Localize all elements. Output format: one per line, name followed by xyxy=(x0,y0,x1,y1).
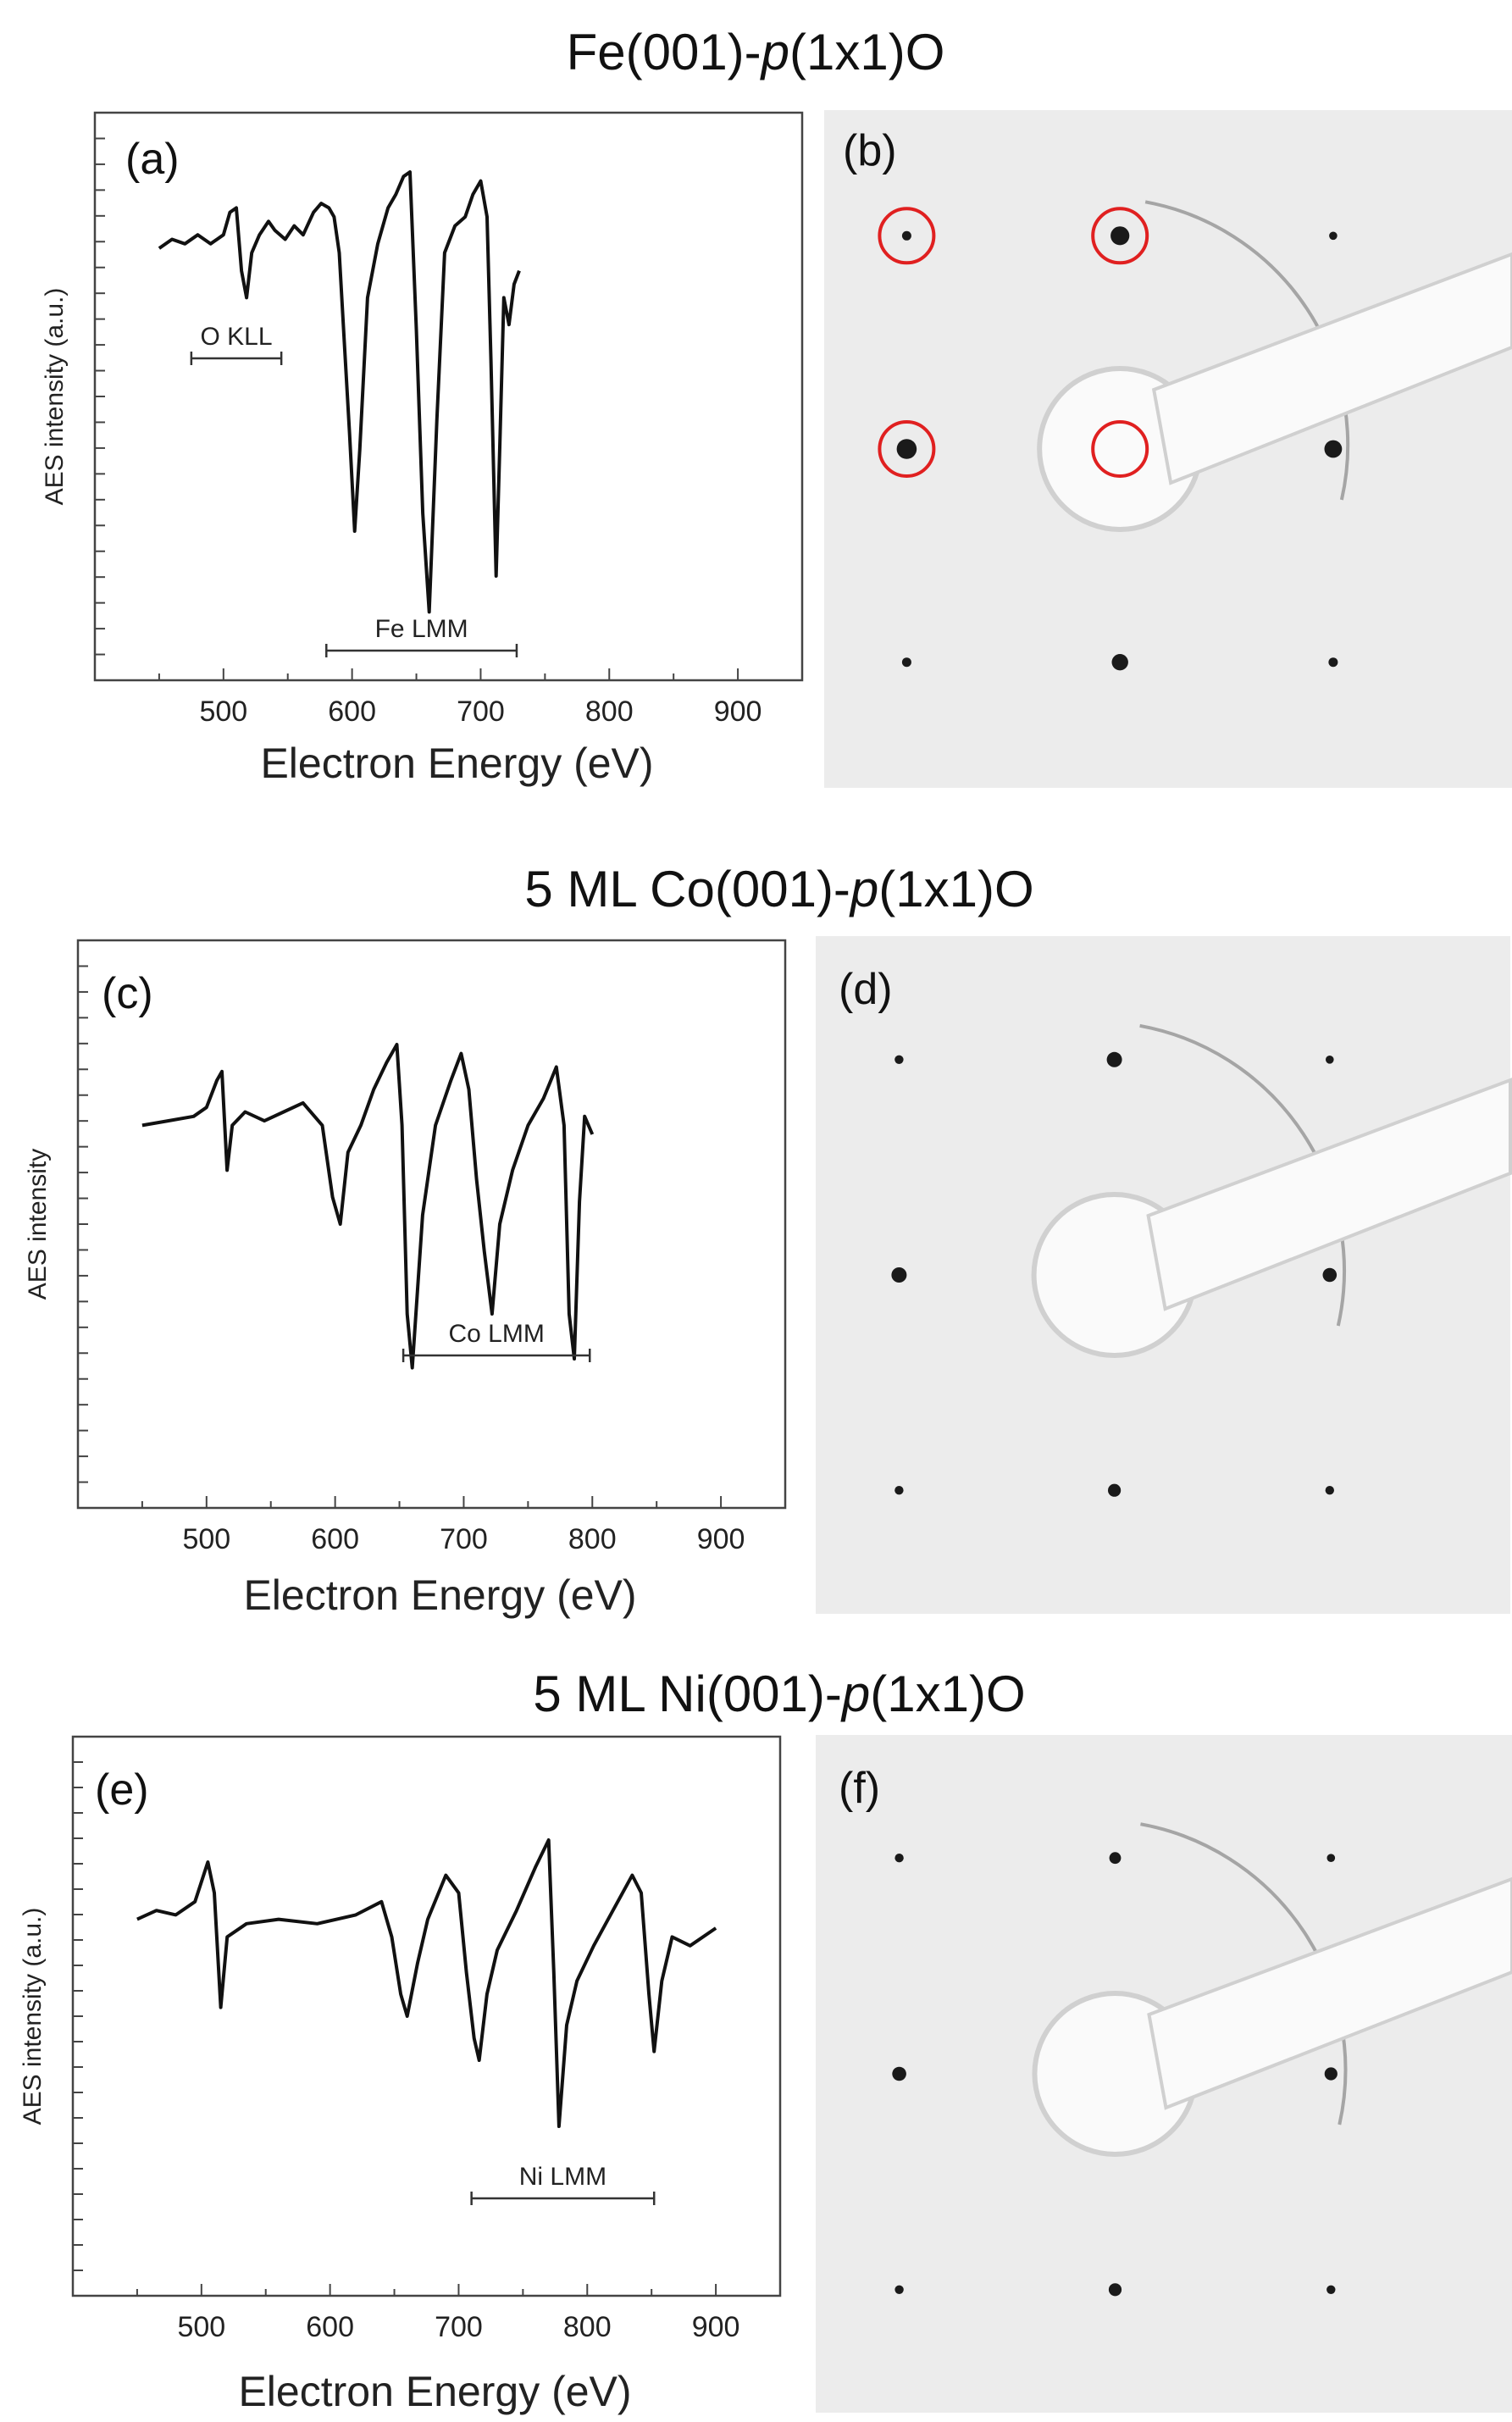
x-tick-label: 700 xyxy=(440,1523,488,1555)
diffraction-spot xyxy=(901,657,911,668)
diffraction-spot xyxy=(1329,231,1338,241)
row-ni: 5 ML Ni(001)-p(1x1)O 500 600 700 800 900 Elec… xyxy=(19,1665,1512,2415)
x-axis-label: Electron Energy (eV) xyxy=(238,2368,631,2415)
diffraction-spot xyxy=(1326,1854,1336,1862)
x-tick-label: 900 xyxy=(714,696,762,728)
diffraction-arc xyxy=(1140,1822,1348,2125)
x-tick-label: 900 xyxy=(692,2311,740,2343)
x-tick-label: 700 xyxy=(435,2311,483,2343)
leed-pattern: (b) xyxy=(824,110,1512,788)
diffraction-spot xyxy=(894,1055,904,1065)
x-tick-label: 600 xyxy=(328,696,376,728)
gun-arm xyxy=(1147,1876,1512,2110)
diffraction-spot xyxy=(901,230,911,241)
x-tick-label: 700 xyxy=(457,696,505,728)
diffraction-spot xyxy=(1106,1051,1122,1067)
x-tick-label: 500 xyxy=(182,1523,230,1555)
gun-arm xyxy=(1151,252,1512,485)
diffraction-spot xyxy=(1326,1056,1334,1064)
diffraction-spot xyxy=(1324,440,1343,458)
x-tick-label: 500 xyxy=(199,696,247,728)
diffraction-spot xyxy=(1109,1852,1122,1865)
panel-label: (a) xyxy=(125,135,180,184)
x-tick-label: 800 xyxy=(568,1523,617,1555)
x-axis-label: Electron Energy (eV) xyxy=(243,1571,636,1619)
diffraction-spot xyxy=(896,439,917,459)
leed-pattern: (f) xyxy=(816,1735,1512,2413)
row-title: 5 ML Ni(001)-p(1x1)O xyxy=(533,1665,1025,1722)
highlight-circle xyxy=(1091,207,1149,265)
spectrum-line xyxy=(141,1043,595,1370)
plot-frame xyxy=(76,939,787,1510)
plot-frame xyxy=(71,1735,782,2297)
highlight-circle xyxy=(1091,420,1149,478)
diffraction-spot xyxy=(894,1854,904,1863)
diffraction-spot xyxy=(1108,1483,1122,1497)
plot-frame xyxy=(93,111,804,682)
row-fe: Fe(001)-p(1x1)O 500 600 700 800 900 Electron … xyxy=(41,24,1512,788)
diffraction-spot xyxy=(894,2285,904,2294)
annotation-label: Fe LMM xyxy=(375,615,468,643)
annotation-label: O KLL xyxy=(200,323,272,351)
diffraction-spot xyxy=(1324,2067,1338,2081)
row-title: Fe(001)-p(1x1)O xyxy=(567,24,945,80)
x-tick-label: 600 xyxy=(311,1523,359,1555)
panel-label: (e) xyxy=(95,1765,149,1815)
panel-label: (b) xyxy=(843,126,897,175)
spectrum-line xyxy=(136,1838,717,2128)
spectrum-line xyxy=(158,170,521,614)
x-tick-label: 500 xyxy=(177,2311,225,2343)
x-axis-label: Electron Energy (eV) xyxy=(260,740,653,787)
row-co: 5 ML Co(001)-p(1x1)O 500 600 700 800 900 Elec… xyxy=(24,861,1512,1619)
y-axis-label: AES intensity (a.u.) xyxy=(19,1908,47,2125)
panel-label: (d) xyxy=(839,965,893,1014)
y-axis-label: AES intensity (a.u.) xyxy=(41,288,69,506)
gun-arm xyxy=(1146,1078,1512,1311)
x-tick-label: 600 xyxy=(306,2311,354,2343)
highlight-circle xyxy=(878,207,936,265)
y-axis-label: AES intensity xyxy=(24,1149,52,1300)
annotation-label: Co LMM xyxy=(448,1320,544,1348)
diffraction-spot xyxy=(1322,1267,1338,1283)
diffraction-spot xyxy=(891,1267,907,1283)
leed-pattern: (d) xyxy=(816,936,1512,1614)
diffraction-arc xyxy=(1139,1023,1346,1327)
diffraction-spot xyxy=(1325,1486,1335,1495)
diffraction-spot xyxy=(1108,2283,1122,2297)
diffraction-spot xyxy=(892,2066,906,2081)
x-tick-label: 800 xyxy=(585,696,634,728)
x-tick-label: 800 xyxy=(563,2311,612,2343)
diffraction-spot xyxy=(894,1486,904,1495)
row-title: 5 ML Co(001)-p(1x1)O xyxy=(524,861,1033,917)
diffraction-spot xyxy=(1110,226,1130,246)
panel-label: (c) xyxy=(102,969,153,1018)
highlight-circle xyxy=(878,420,936,478)
diffraction-spot xyxy=(1111,654,1128,671)
aes-spectrum: 500 600 700 800 900 Electron Energy (eV) AES i… xyxy=(24,939,787,1619)
x-tick-label: 900 xyxy=(697,1523,745,1555)
diffraction-arc xyxy=(1144,200,1350,501)
aes-spectrum: 500 600 700 800 900 Electron Energy (eV) AES i… xyxy=(41,111,804,787)
aes-spectrum: 500 600 700 800 900 Electron Energy (eV) AES i… xyxy=(19,1735,782,2415)
diffraction-spot xyxy=(1328,657,1338,668)
annotation-label: Ni LMM xyxy=(519,2163,606,2191)
panel-label: (f) xyxy=(839,1764,880,1813)
diffraction-spot xyxy=(1326,2285,1336,2294)
